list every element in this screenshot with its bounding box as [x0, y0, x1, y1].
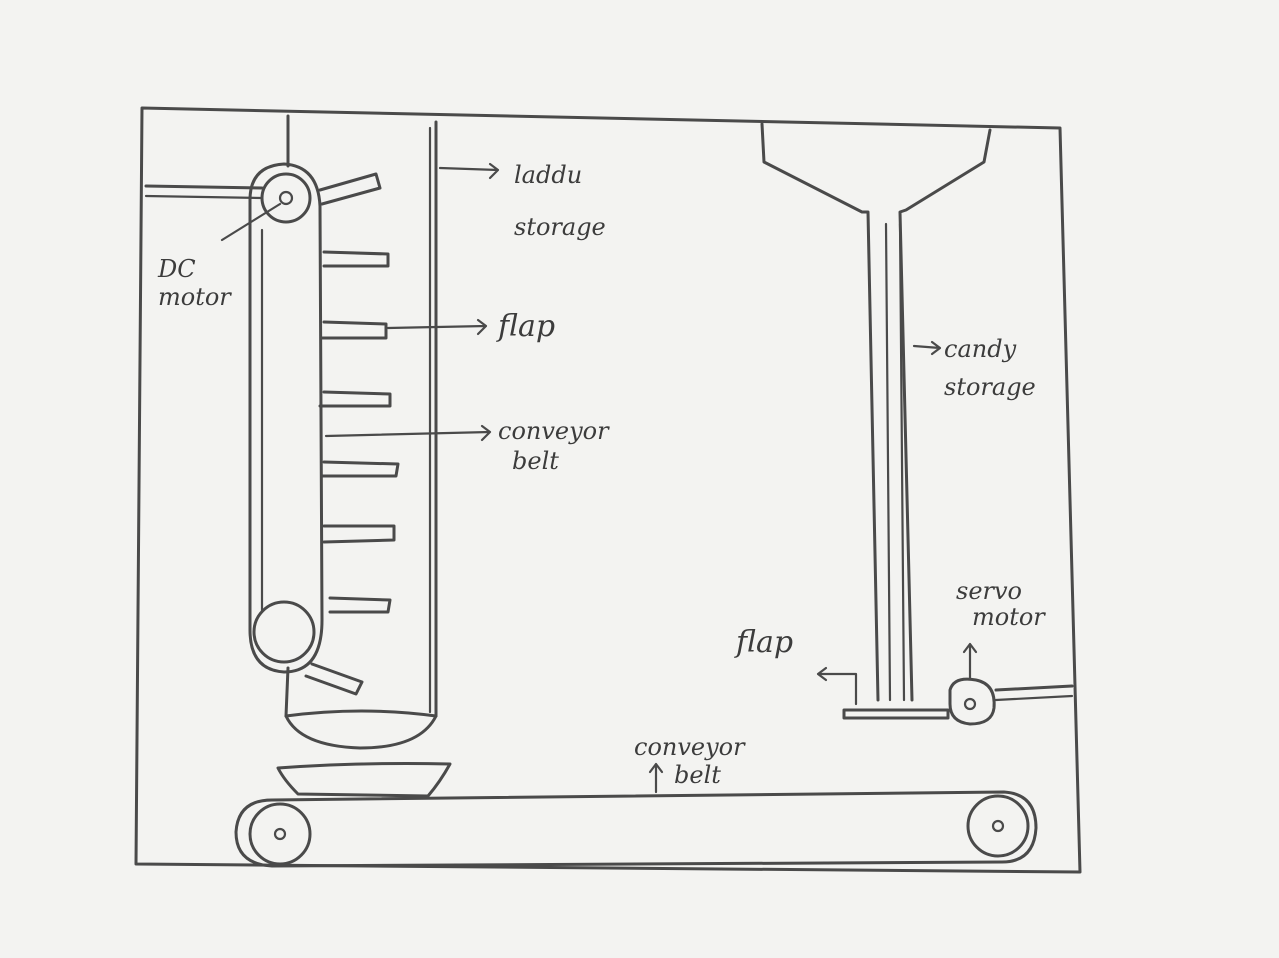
label-dc-motor-line2: motor — [158, 283, 231, 311]
servo-shaft-2 — [994, 694, 1074, 702]
dc-motor-shaft — [144, 184, 264, 190]
label-servo-motor-line2: motor — [972, 603, 1045, 631]
bottom-pulley-right — [966, 794, 1030, 858]
bottom-pulley-left — [248, 802, 312, 866]
candy-storage-inner-left — [884, 222, 892, 702]
flap-2 — [320, 320, 388, 340]
label-conveyor-left-line2: belt — [512, 447, 559, 475]
label-dc-motor-line1: DC — [158, 255, 196, 283]
receiving-tray — [276, 762, 452, 798]
label-laddu-storage-line2: storage — [514, 213, 606, 241]
flap-5 — [322, 524, 396, 544]
candy-storage-funnel — [760, 122, 880, 702]
flap-top — [318, 172, 382, 206]
flap-6 — [328, 596, 392, 614]
dc-motor-pulley — [260, 172, 312, 224]
label-conveyor-left-line1: conveyor — [498, 417, 609, 445]
bottom-pulley-left-center — [273, 827, 287, 841]
servo-flap-plate — [842, 708, 950, 720]
pointer-conveyor-left — [324, 424, 492, 442]
label-laddu-storage-line1: laddu — [514, 161, 583, 189]
label-flap-left: flap — [498, 309, 556, 344]
flap-4 — [320, 460, 400, 478]
bottom-pulley-right-center — [991, 819, 1005, 833]
label-flap-right: flap — [736, 625, 794, 660]
flap-3 — [318, 390, 392, 408]
flap-bottom — [304, 662, 364, 696]
label-conveyor-bottom-line1: conveyor — [634, 733, 745, 761]
servo-motor-body — [948, 677, 996, 726]
dc-motor-shaft-2 — [144, 194, 264, 200]
pointer-conveyor-bottom — [648, 762, 664, 794]
pointer-dc-motor — [220, 202, 282, 242]
outer-frame — [134, 106, 1082, 874]
label-candy-storage-line2: storage — [944, 373, 1036, 401]
candy-storage-funnel-right — [898, 128, 992, 702]
servo-shaft — [994, 684, 1074, 692]
pointer-candy-storage — [912, 340, 942, 356]
dc-motor-pulley-center — [278, 190, 294, 206]
laddu-storage-bottom-bowl — [284, 709, 438, 750]
servo-motor-center — [963, 697, 977, 711]
bottom-conveyor-belt — [234, 790, 1038, 868]
label-conveyor-bottom-line2: belt — [674, 761, 721, 789]
pointer-flap-left — [386, 318, 488, 336]
pointer-laddu-storage — [438, 162, 500, 180]
lower-pulley — [252, 600, 316, 664]
vertical-conveyor-belt — [248, 162, 324, 674]
pointer-servo — [962, 642, 978, 680]
label-servo-motor-line1: servo — [956, 577, 1022, 605]
label-candy-storage-line1: candy — [944, 335, 1017, 363]
laddu-storage-left-wall-lower — [284, 666, 290, 718]
pointer-flap-right — [816, 666, 858, 706]
candy-storage-inner-right — [898, 222, 906, 702]
flap-1 — [322, 250, 390, 268]
